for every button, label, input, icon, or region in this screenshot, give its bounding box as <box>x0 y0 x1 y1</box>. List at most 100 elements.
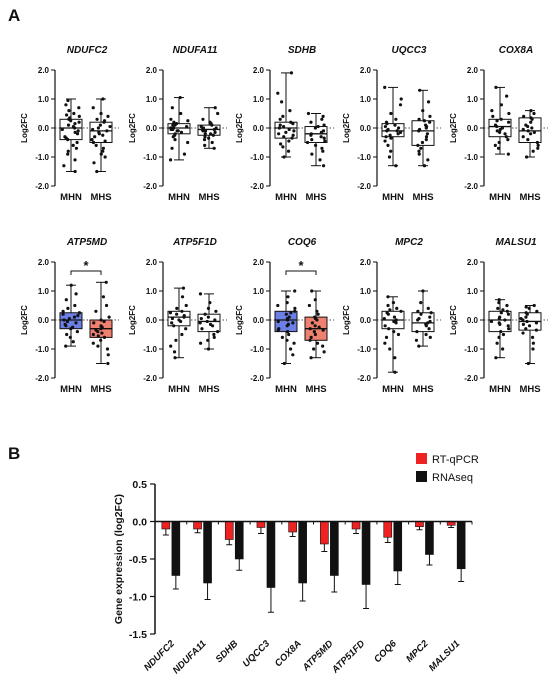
box-mhn <box>488 85 512 156</box>
data-point <box>291 321 295 325</box>
data-point <box>308 327 312 331</box>
y-tick-label: -2.0 <box>250 182 264 191</box>
data-point <box>62 318 66 322</box>
data-point <box>389 111 393 116</box>
y-tick-label: 2.0 <box>253 66 265 75</box>
data-point <box>428 114 432 118</box>
bar-rtqpcr <box>415 521 424 528</box>
data-point <box>393 356 397 360</box>
data-point <box>94 143 98 147</box>
data-point <box>278 123 282 127</box>
data-point <box>394 164 398 168</box>
data-point <box>290 136 294 140</box>
data-point <box>96 126 101 130</box>
data-point <box>181 286 186 290</box>
data-point <box>107 315 111 319</box>
data-point <box>419 312 423 316</box>
box-iqr <box>274 310 298 333</box>
data-point <box>310 289 314 293</box>
data-point <box>525 312 529 316</box>
data-point <box>285 338 289 342</box>
y-tick-label: 0.0 <box>360 124 372 133</box>
box-mhs <box>411 289 435 348</box>
y-axis-label: Log2FC <box>342 305 351 335</box>
group-label: MHN <box>382 384 404 395</box>
data-point <box>180 309 184 313</box>
data-point <box>528 132 533 136</box>
data-point <box>388 347 392 351</box>
data-point <box>287 127 291 132</box>
data-point <box>321 149 325 153</box>
y-tick-label: 0.0 <box>132 517 147 529</box>
data-point <box>399 309 403 313</box>
data-point <box>64 298 68 302</box>
data-point <box>102 335 107 339</box>
data-point <box>102 120 106 124</box>
data-point <box>205 319 209 324</box>
data-point <box>73 303 77 308</box>
y-tick-label: -2.0 <box>35 182 49 191</box>
data-point <box>71 340 75 344</box>
y-tick-label: -2.0 <box>143 182 157 191</box>
data-point <box>281 145 285 149</box>
data-point <box>321 164 326 168</box>
data-point <box>91 332 95 337</box>
data-point <box>66 306 70 310</box>
y-tick-label: 0.0 <box>38 124 50 133</box>
y-tick-label: 0.5 <box>132 479 147 491</box>
box-mhs <box>411 88 435 168</box>
y-axis-label: Log2FC <box>235 113 244 143</box>
data-point <box>309 133 313 137</box>
data-point <box>386 143 390 147</box>
data-point <box>180 295 185 299</box>
data-point <box>99 111 103 116</box>
data-point <box>388 133 392 137</box>
boxplot-mpc2: MPC2 2.0 1.0 0.0 -1.0 -2.0 Log2FC MHN MHS <box>342 237 441 395</box>
data-point <box>489 319 494 324</box>
significance-bracket <box>285 270 317 275</box>
data-point <box>399 97 403 101</box>
box-mhn <box>488 298 512 360</box>
data-point <box>212 335 216 339</box>
data-point <box>383 85 387 89</box>
data-point <box>72 126 77 130</box>
y-tick-label: 2.0 <box>146 66 158 75</box>
data-point <box>203 135 207 139</box>
data-point <box>315 309 319 313</box>
data-point <box>69 327 73 331</box>
data-point <box>179 111 183 116</box>
data-point <box>426 100 431 104</box>
data-point <box>415 330 419 334</box>
data-point <box>504 135 508 139</box>
data-point <box>282 361 286 366</box>
data-point <box>72 315 77 319</box>
data-point <box>312 330 316 334</box>
data-point <box>313 126 318 130</box>
data-point <box>213 318 217 322</box>
group-label: MHS <box>305 192 326 203</box>
data-point <box>186 119 190 123</box>
box-mhn <box>59 283 83 348</box>
data-point <box>536 143 540 147</box>
data-point <box>289 71 294 75</box>
data-point <box>293 306 297 310</box>
data-point <box>308 338 312 342</box>
data-point <box>490 109 494 113</box>
data-point <box>99 318 103 322</box>
data-point <box>507 327 511 331</box>
data-point <box>97 132 101 136</box>
y-tick-label: 2.0 <box>467 66 479 75</box>
significance-marker: * <box>83 258 89 273</box>
data-point <box>206 315 210 319</box>
boxplot-malsu1: MALSU1 2.0 1.0 0.0 -1.0 -2.0 Log2FC MHN MHS <box>449 237 548 395</box>
data-point <box>276 91 280 95</box>
data-point <box>395 306 399 310</box>
data-point <box>392 330 396 334</box>
data-point <box>74 292 78 296</box>
data-point <box>76 314 80 318</box>
data-point <box>280 335 284 339</box>
data-point <box>173 123 177 127</box>
data-point <box>417 117 421 121</box>
data-point <box>503 318 507 322</box>
data-point <box>92 161 96 165</box>
